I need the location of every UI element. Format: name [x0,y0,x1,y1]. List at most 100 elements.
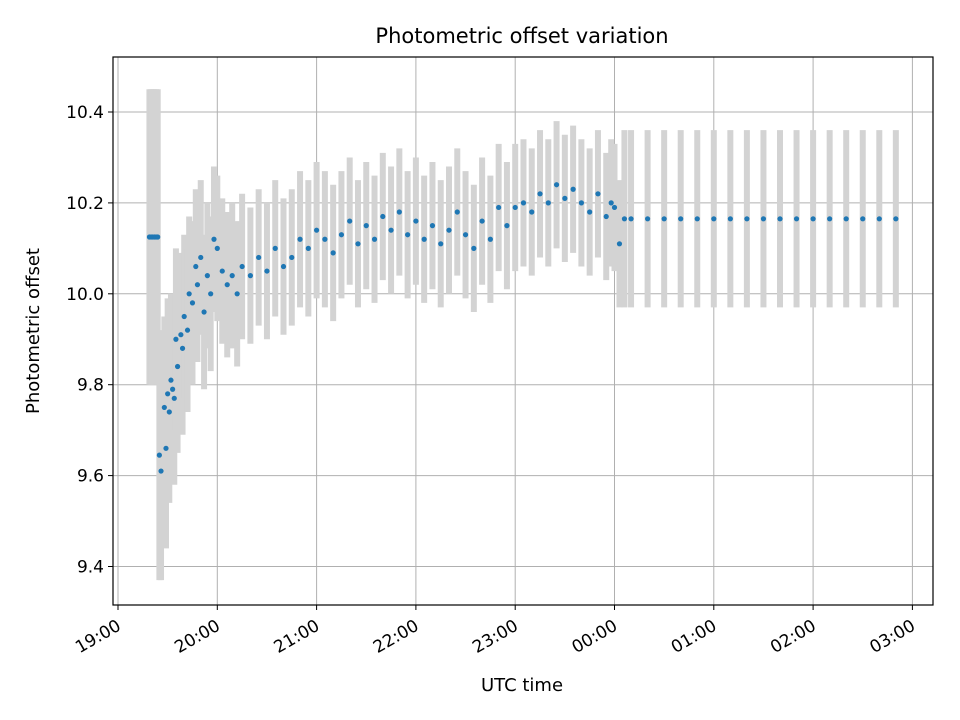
data-point [314,227,320,233]
data-point [727,216,733,222]
data-point [186,291,192,297]
y-axis-label: Photometric offset [23,248,44,414]
data-point [608,200,614,206]
data-point [388,227,394,233]
data-point [405,232,411,238]
y-tick-label: 9.8 [77,376,104,396]
data-point [462,232,469,238]
data-point [280,263,287,270]
data-point [347,218,353,224]
data-point [355,241,361,247]
data-point [165,391,171,397]
data-point [537,191,543,197]
data-point [297,236,303,242]
data-point [487,236,493,242]
data-point [479,218,485,224]
data-point [562,195,568,201]
y-tick-label: 10.2 [66,194,104,214]
chart-title: Photometric offset variation [375,24,668,48]
data-point [229,273,235,279]
data-point [893,216,899,222]
data-point [156,452,162,458]
data-point [211,236,217,242]
data-point [181,313,187,320]
data-point [827,216,833,222]
data-point [363,223,369,229]
data-point [155,234,161,240]
data-point [219,268,225,274]
data-point [678,216,684,222]
data-point [371,236,378,242]
data-point [184,327,191,333]
data-point [661,216,667,222]
data-point [760,216,767,222]
data-point [289,254,295,261]
data-point [208,291,214,297]
data-point [224,282,230,288]
data-point [578,200,585,206]
data-point [471,245,477,251]
data-point [198,254,204,261]
data-point [611,204,618,211]
y-tick-label: 10.0 [66,285,104,305]
data-point [645,216,651,222]
data-point [173,336,179,342]
data-point [178,332,184,338]
data-point [860,216,866,222]
data-point [201,309,207,315]
data-point [380,213,386,220]
data-point [305,245,311,251]
data-point [429,223,436,229]
data-point [810,216,816,222]
data-point [616,241,623,247]
data-point [168,377,174,383]
data-point [711,216,717,222]
data-point [628,216,634,222]
data-point [603,213,609,220]
data-point [504,223,510,229]
data-point [570,186,576,192]
y-axis-ticks: 9.4 9.6 9.8 10.0 10.2 10.4 [66,103,113,578]
data-point [338,232,345,238]
data-point [322,236,328,242]
plot-frame [112,56,934,606]
data-points [146,182,899,474]
data-point [330,250,336,256]
data-point [166,409,172,415]
x-axis-label: UTC time [481,675,563,696]
data-point [170,386,176,392]
data-point [234,291,240,297]
data-point [396,209,402,215]
data-point [595,191,601,197]
y-tick-label: 9.6 [77,467,104,487]
data-point [694,216,700,222]
data-point [413,218,419,224]
data-point [621,216,628,222]
data-point [421,236,427,242]
data-point [239,263,245,270]
data-point [793,216,800,222]
data-point [204,273,210,279]
data-point [189,300,196,306]
data-point [264,268,270,274]
y-tick-label: 10.4 [66,103,104,123]
data-point [438,241,444,247]
data-point [744,216,750,222]
data-point [454,209,460,215]
data-point [446,227,452,233]
data-point [214,245,220,251]
data-point [512,204,518,211]
data-point [496,204,502,211]
data-point [161,404,167,411]
data-point [272,245,278,251]
data-point [520,200,527,206]
data-point [587,209,593,215]
data-point [843,216,849,222]
data-point [179,345,186,351]
data-point [529,209,535,215]
data-point [163,445,169,451]
data-point [545,200,551,206]
data-point [171,395,177,401]
